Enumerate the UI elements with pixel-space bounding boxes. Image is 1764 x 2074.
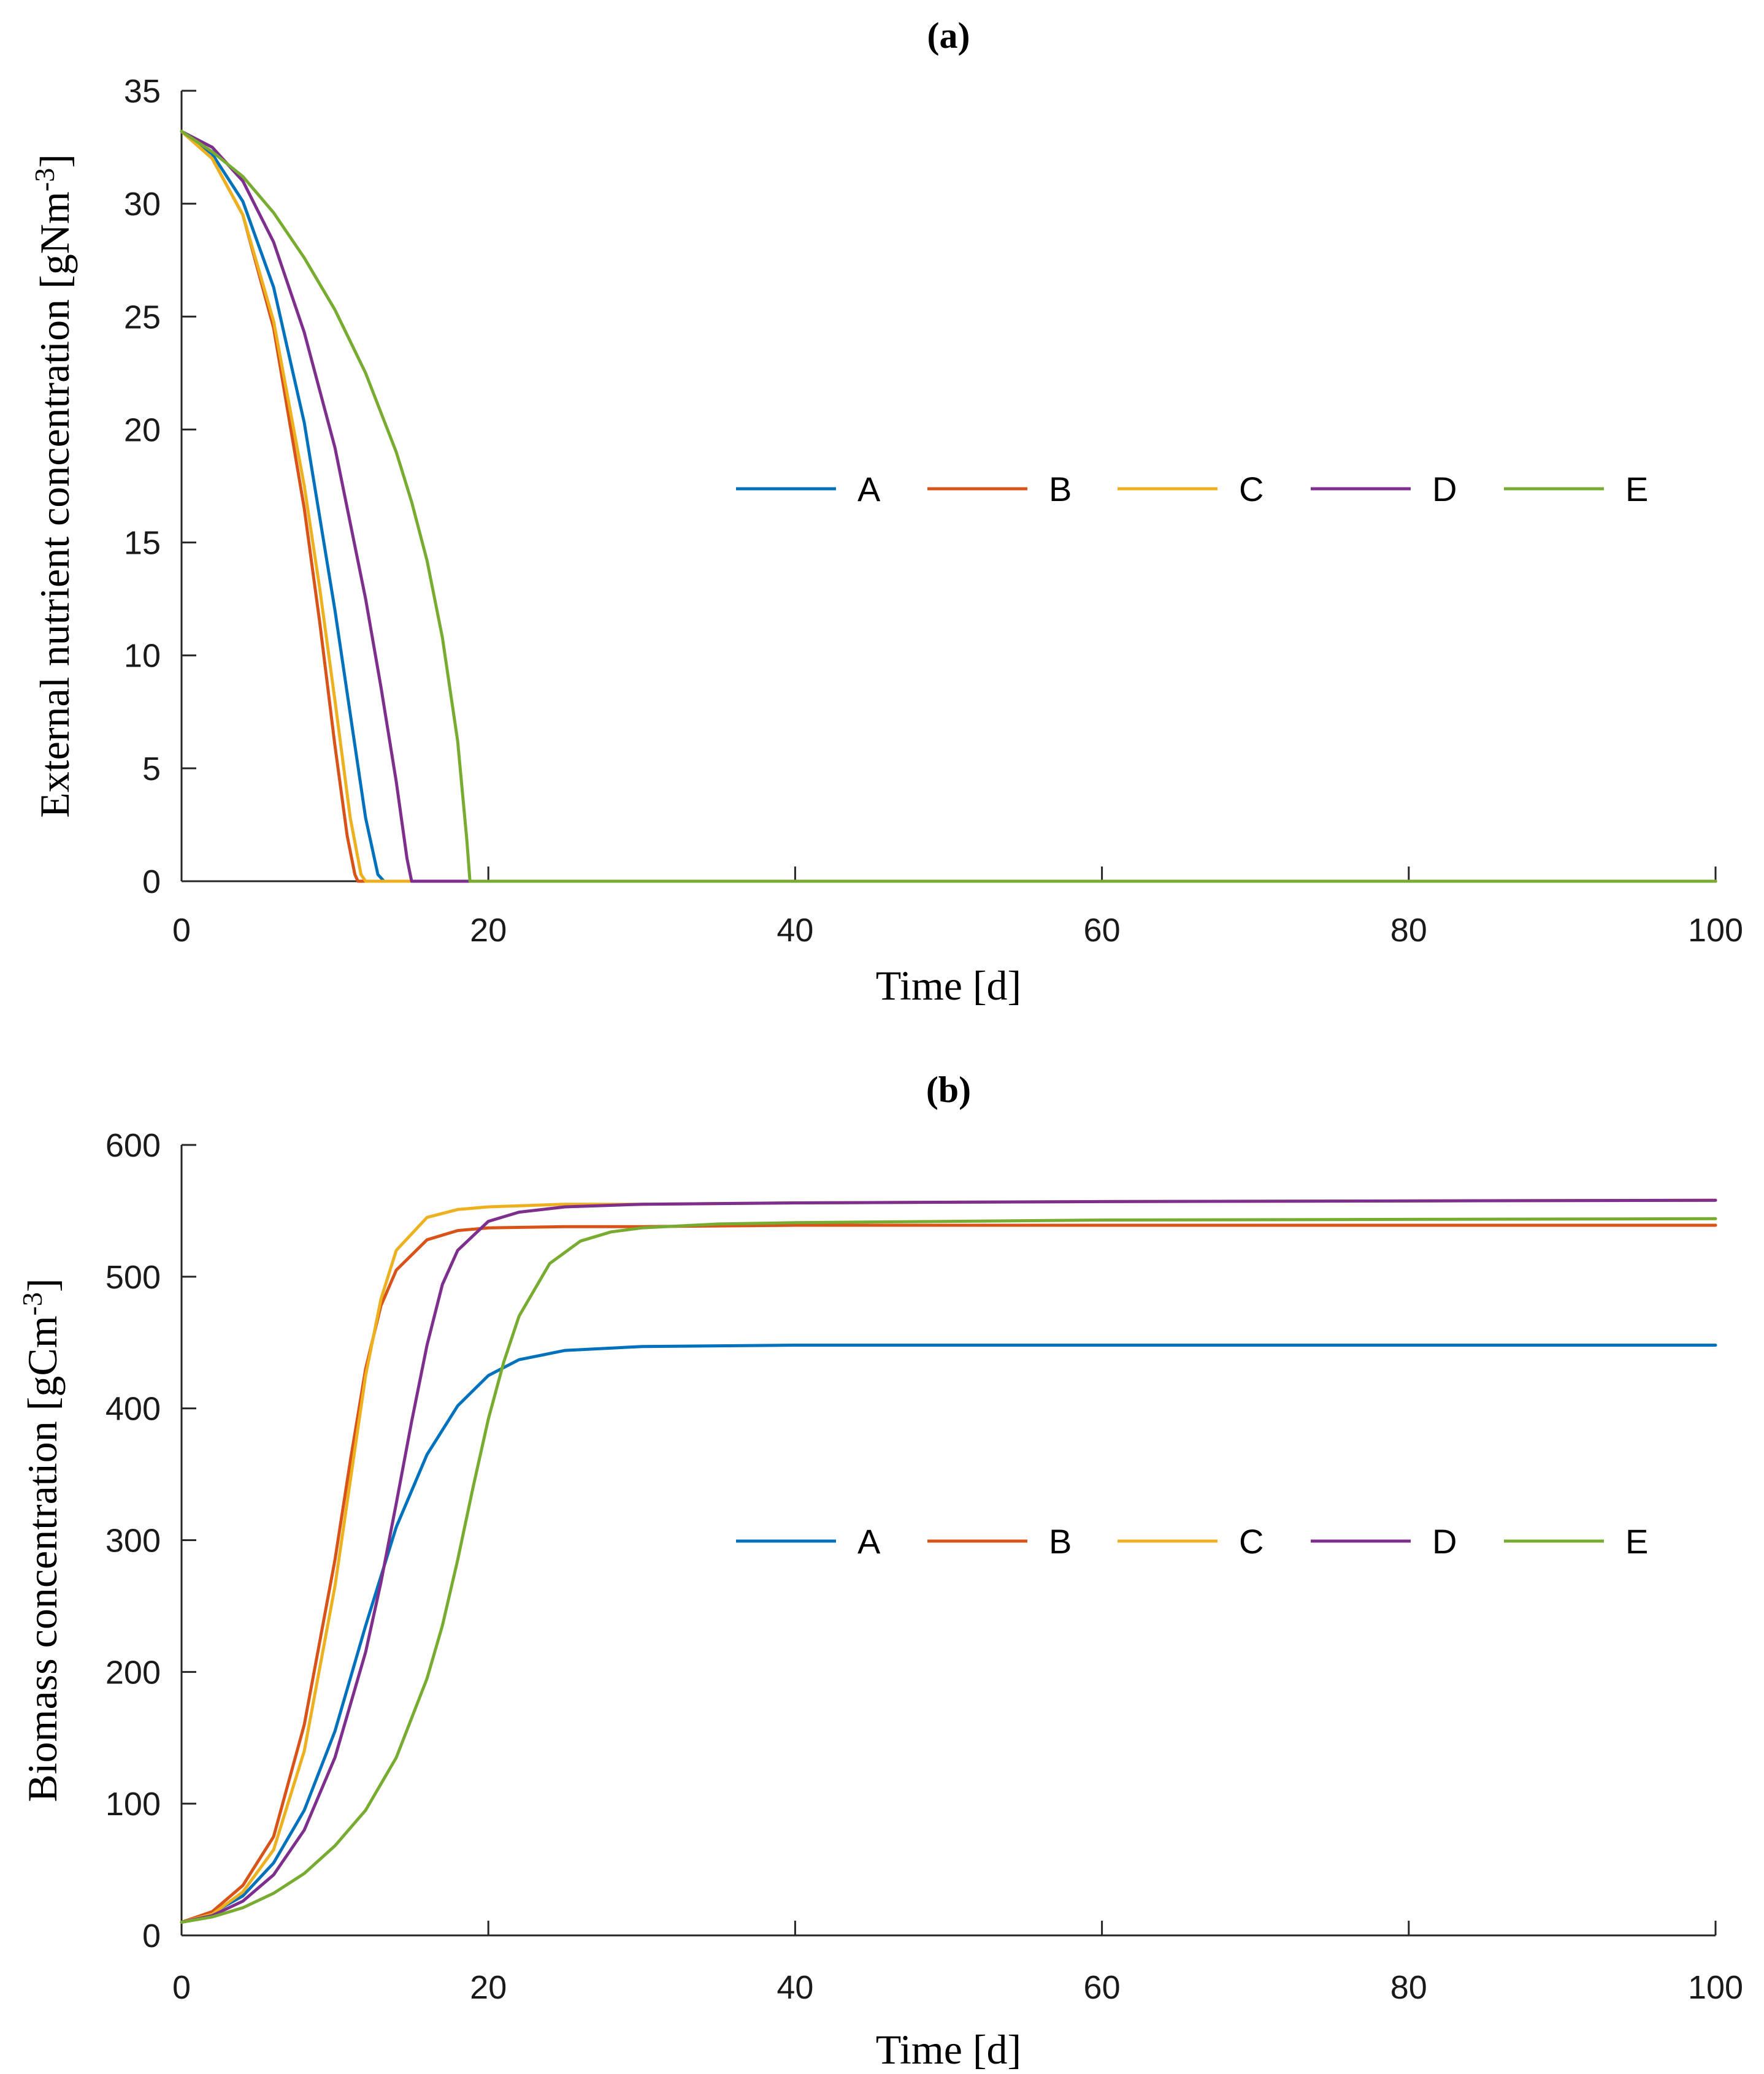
x-tick-label: 80 <box>1390 912 1427 949</box>
x-tick-label: 0 <box>172 1969 191 2006</box>
series-line-a <box>180 1344 1717 1924</box>
x-tick-label: 80 <box>1390 1969 1427 2006</box>
y-tick-label: 25 <box>124 299 161 335</box>
legend: A B C D E <box>736 470 1648 508</box>
series-line-c <box>180 1198 1717 1924</box>
y-tick-label: 35 <box>124 73 161 110</box>
x-tick-label: 20 <box>470 1969 507 2006</box>
y-tick-label: 0 <box>142 1918 161 1954</box>
y-tick-label: 30 <box>124 186 161 223</box>
x-tick-label: 60 <box>1084 1969 1121 2006</box>
y-axis-label: External nutrient concentration [gNm-3] <box>29 154 78 818</box>
series-line-e <box>180 129 1717 883</box>
legend-label-d: D <box>1432 470 1457 508</box>
x-axis-label: Time [d] <box>876 2026 1021 2073</box>
y-tick-label: 400 <box>105 1391 161 1428</box>
y-tick-label: 0 <box>142 863 161 900</box>
legend-label-c: C <box>1239 470 1264 508</box>
legend-label-b: B <box>1049 1522 1072 1561</box>
x-tick-label: 40 <box>777 912 813 949</box>
series-line-c <box>180 129 1717 883</box>
legend-label-b: B <box>1049 470 1072 508</box>
y-tick-label: 15 <box>124 525 161 562</box>
y-axis-label-main: Biomass concentration [gCm <box>19 1315 66 1802</box>
legend-label-e: E <box>1625 1522 1648 1561</box>
y-axis-label: Biomass concentration [gCm-3] <box>17 1278 66 1802</box>
y-axis-label-end: ] <box>19 1278 66 1292</box>
series-line-d <box>180 129 1717 883</box>
x-tick-label: 40 <box>777 1969 813 2006</box>
legend-label-a: A <box>857 470 881 508</box>
chart-panel-b: (b) 0 20 40 60 80 100 0 100 200 300 400 500 600 Time [… <box>17 1070 1743 2073</box>
y-tick-label: 100 <box>105 1786 161 1823</box>
legend-label-d: D <box>1432 1522 1457 1561</box>
chart-panel-a: (a) 0 20 40 60 80 100 0 5 10 15 20 25 30 35 Time [d] Ext… <box>29 15 1743 1009</box>
y-tick-label: 200 <box>105 1654 161 1691</box>
legend-label-a: A <box>857 1522 881 1561</box>
x-tick-label: 100 <box>1688 1969 1743 2006</box>
y-tick-label: 300 <box>105 1523 161 1559</box>
x-tick-label: 20 <box>470 912 507 949</box>
y-tick-label: 5 <box>142 751 161 787</box>
x-tick-label: 100 <box>1688 912 1743 949</box>
series-line-e <box>180 1217 1717 1924</box>
y-axis-label-end: ] <box>31 154 78 168</box>
y-axis-label-main: External nutrient concentration [gNm <box>31 191 78 818</box>
x-tick-label: 0 <box>172 912 191 949</box>
legend-label-c: C <box>1239 1522 1264 1561</box>
legend-label-e: E <box>1625 470 1648 508</box>
y-tick-label: 500 <box>105 1259 161 1296</box>
y-tick-label: 10 <box>124 638 161 675</box>
x-axis-label: Time [d] <box>876 962 1021 1009</box>
series-line-a <box>180 129 1717 883</box>
y-tick-label: 20 <box>124 411 161 448</box>
chart-title: (b) <box>926 1070 971 1110</box>
chart-title: (a) <box>927 15 970 56</box>
y-tick-label: 600 <box>105 1127 161 1164</box>
series-line-b <box>180 1223 1717 1924</box>
y-axis-label-superscript: -3 <box>17 1292 48 1315</box>
legend: A B C D E <box>736 1522 1648 1561</box>
series-line-d <box>180 1198 1717 1924</box>
x-tick-label: 60 <box>1084 912 1121 949</box>
y-axis-label-superscript: -3 <box>29 168 60 191</box>
